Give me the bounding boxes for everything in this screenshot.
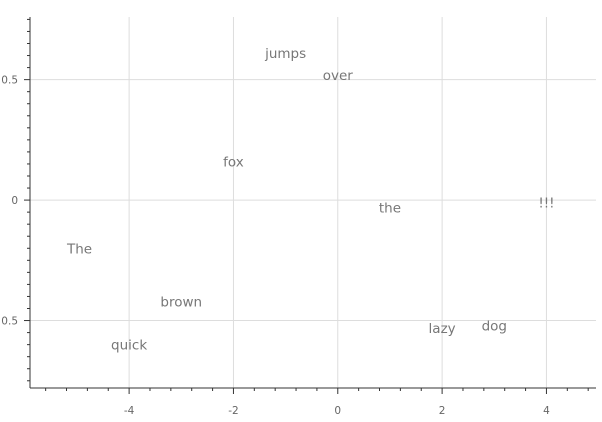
axes [29,17,596,389]
y-tick-label: 0 [11,195,18,207]
x-tick-label: -2 [228,405,238,417]
axis-ticks [24,18,589,394]
y-tick-label: 0.5 [1,75,18,87]
word-label: dog [482,318,507,334]
word-label: !!! [538,196,554,212]
grid-lines [30,17,596,388]
word-label: jumps [264,46,306,62]
word-labels: The quick brown fox jumps over the lazy dog!!! [66,46,555,354]
x-tick-label: -4 [124,405,135,417]
y-tick-label: 0.5 [1,316,18,328]
word-label: over [323,68,354,84]
word-label: brown [160,294,202,310]
word-label: the [379,200,401,216]
x-tick-label: 0 [334,405,341,417]
word-label: fox [223,155,244,171]
axis-tick-labels: -4 -2 0 2 4 0.5 0 0.5 [1,75,550,417]
x-tick-label: 2 [439,405,446,417]
word-label: quick [111,338,147,354]
word-label: lazy [429,321,456,337]
word-label: The [66,241,92,257]
x-tick-label: 4 [543,405,550,417]
